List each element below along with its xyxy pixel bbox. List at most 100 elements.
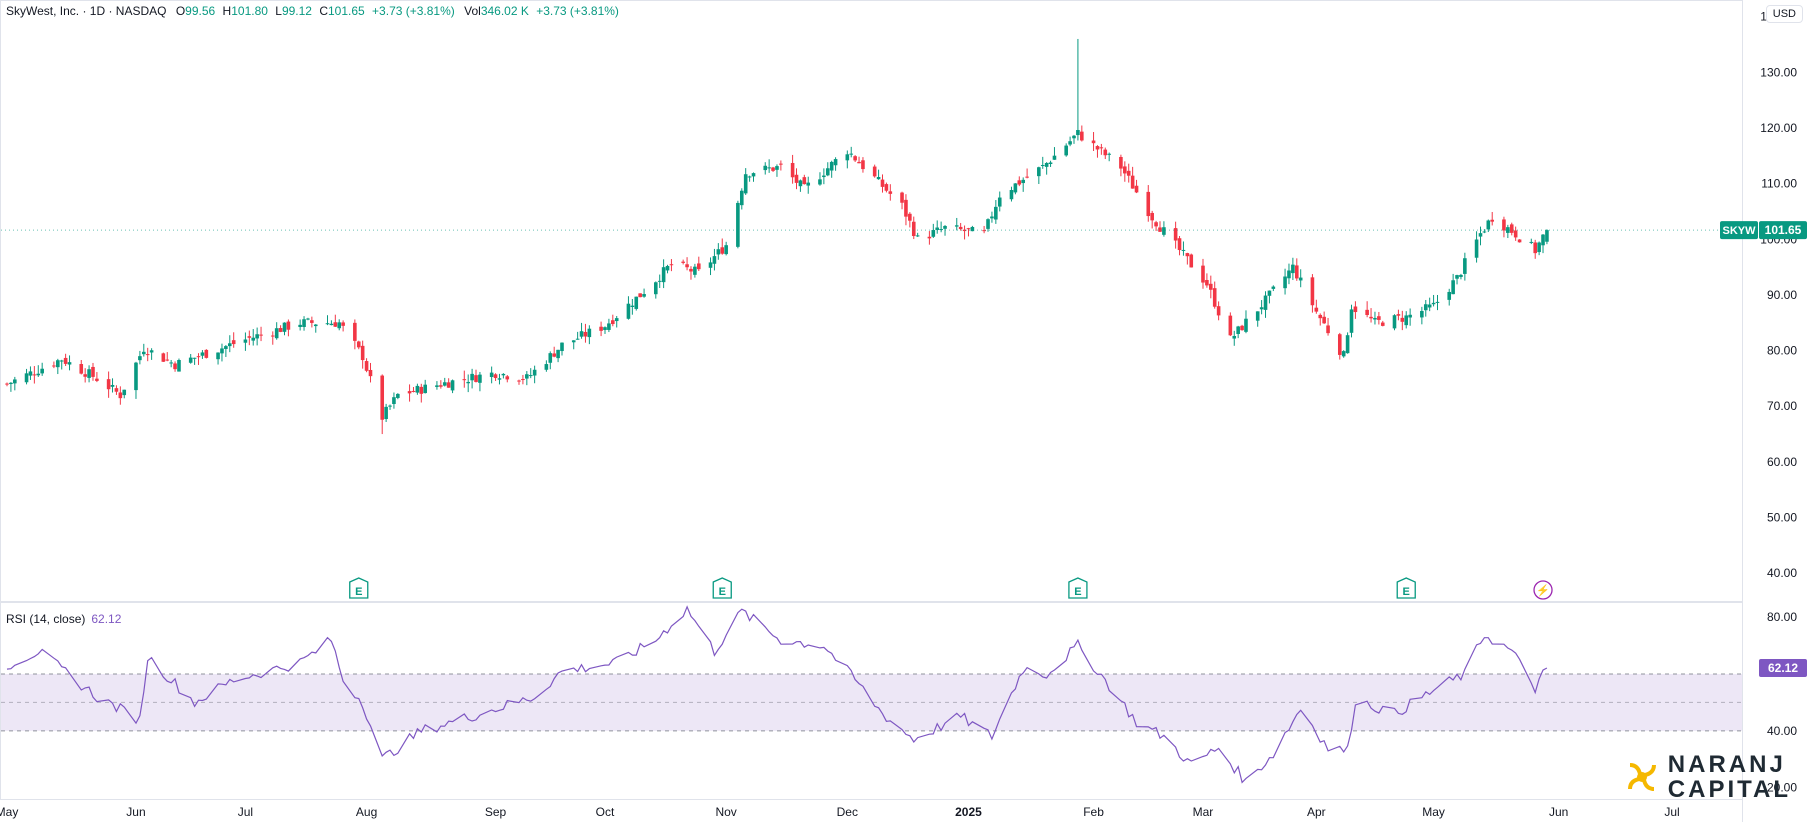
candle-body: [1478, 233, 1483, 237]
candle-body: [462, 379, 467, 381]
candle-body: [638, 293, 642, 298]
candle-body: [579, 331, 584, 337]
candle-body: [1287, 270, 1291, 279]
candle-body: [1400, 317, 1405, 322]
candle-body: [1123, 166, 1127, 174]
candle-body: [1392, 315, 1397, 329]
candle-body: [521, 379, 525, 381]
candle-body: [91, 366, 95, 377]
candle-body: [825, 168, 830, 176]
logo-text: NARANJ CAPITAL: [1668, 752, 1791, 802]
rsi-tick-label: 40.00: [1767, 724, 1797, 738]
candle-body: [95, 378, 99, 381]
candle-body: [474, 375, 478, 382]
candle-body: [87, 369, 91, 378]
candle-body: [114, 388, 119, 392]
candle-body: [333, 322, 338, 327]
candle-body: [1076, 130, 1080, 136]
candle-body: [1158, 227, 1162, 232]
candle-body: [798, 180, 803, 187]
candle-body: [1447, 291, 1452, 300]
candle-body: [501, 373, 506, 376]
candle-body: [794, 174, 799, 183]
candle-body: [1291, 264, 1295, 274]
candle-body: [642, 294, 646, 297]
candle-body: [1040, 165, 1045, 167]
candle-body: [1146, 191, 1151, 217]
candle-body: [1162, 227, 1166, 235]
earnings-marker-label: E: [1074, 586, 1081, 598]
candle-body: [833, 159, 838, 166]
candle-body: [1095, 146, 1100, 150]
candle-body: [396, 393, 400, 398]
candle-body: [528, 375, 533, 377]
candle-body: [689, 268, 693, 272]
candle-body: [466, 381, 470, 384]
candle-body: [986, 219, 990, 229]
time-tick-label: May: [0, 805, 18, 819]
candle-body: [1052, 155, 1057, 160]
candle-body: [67, 362, 72, 365]
rsi-line: [6, 605, 1548, 784]
rsi-value: 62.12: [91, 612, 122, 626]
candle-body: [1189, 254, 1194, 268]
candle-body: [40, 368, 44, 374]
candle-body: [259, 334, 263, 336]
candle-body: [771, 167, 775, 171]
candle-body: [200, 352, 205, 356]
rsi-band-fill: [1, 674, 1742, 731]
candle-body: [24, 373, 29, 383]
candle-body: [849, 153, 854, 155]
candle-body: [298, 324, 302, 327]
candle-body: [478, 374, 482, 383]
time-tick-label: Sep: [485, 805, 507, 819]
candle-body: [908, 213, 912, 221]
candle-body: [1463, 258, 1467, 274]
logo-line1: NARANJ: [1667, 751, 1786, 778]
candle-body: [939, 229, 943, 231]
candle-body: [802, 177, 807, 185]
candle-body: [446, 382, 451, 388]
candle-body: [36, 373, 41, 376]
candle-body: [853, 156, 857, 161]
candle-body: [302, 319, 306, 327]
candle-body: [611, 320, 615, 325]
vol-label: Vol: [464, 4, 481, 18]
candle-body: [1322, 316, 1326, 324]
candle-body: [763, 165, 768, 171]
candle-body: [415, 385, 420, 393]
currency-button[interactable]: USD: [1765, 5, 1803, 23]
candle-body: [423, 384, 428, 394]
candle-body: [935, 227, 940, 230]
candle-body: [145, 354, 150, 356]
ticker-badge-bg: [1720, 221, 1758, 240]
candle-body: [282, 322, 287, 332]
candle-body: [954, 225, 959, 227]
time-tick-label: Jul: [1664, 805, 1679, 819]
candle-body: [1533, 242, 1538, 254]
candle-body: [1373, 317, 1377, 320]
rsi-header[interactable]: RSI (14, close) 62.12: [6, 612, 121, 626]
symbol-title[interactable]: SkyWest, Inc. · 1D · NASDAQ: [6, 4, 167, 18]
candle-body: [384, 406, 388, 420]
candle-body: [353, 322, 357, 341]
candle-body: [411, 390, 416, 392]
rsi-badge-bg: [1759, 658, 1807, 677]
candle-body: [368, 369, 373, 377]
candle-body: [388, 405, 392, 407]
candle-body: [1103, 149, 1108, 156]
candle-body: [1396, 314, 1401, 316]
candle-body: [767, 167, 771, 169]
candle-body: [419, 386, 424, 394]
candle-body: [1377, 316, 1381, 320]
candle-body: [1255, 311, 1260, 321]
candle-body: [532, 369, 537, 376]
candle-body: [1490, 219, 1495, 222]
candle-body: [13, 379, 17, 384]
candle-body: [489, 372, 494, 378]
candle-body: [1228, 315, 1233, 336]
candle-body: [188, 357, 193, 363]
candle-body: [177, 359, 181, 372]
candle-body: [79, 364, 84, 374]
